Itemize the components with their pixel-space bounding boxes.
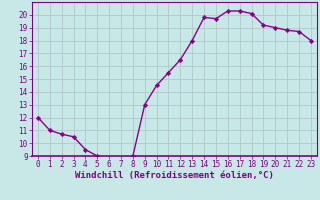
X-axis label: Windchill (Refroidissement éolien,°C): Windchill (Refroidissement éolien,°C) xyxy=(75,171,274,180)
